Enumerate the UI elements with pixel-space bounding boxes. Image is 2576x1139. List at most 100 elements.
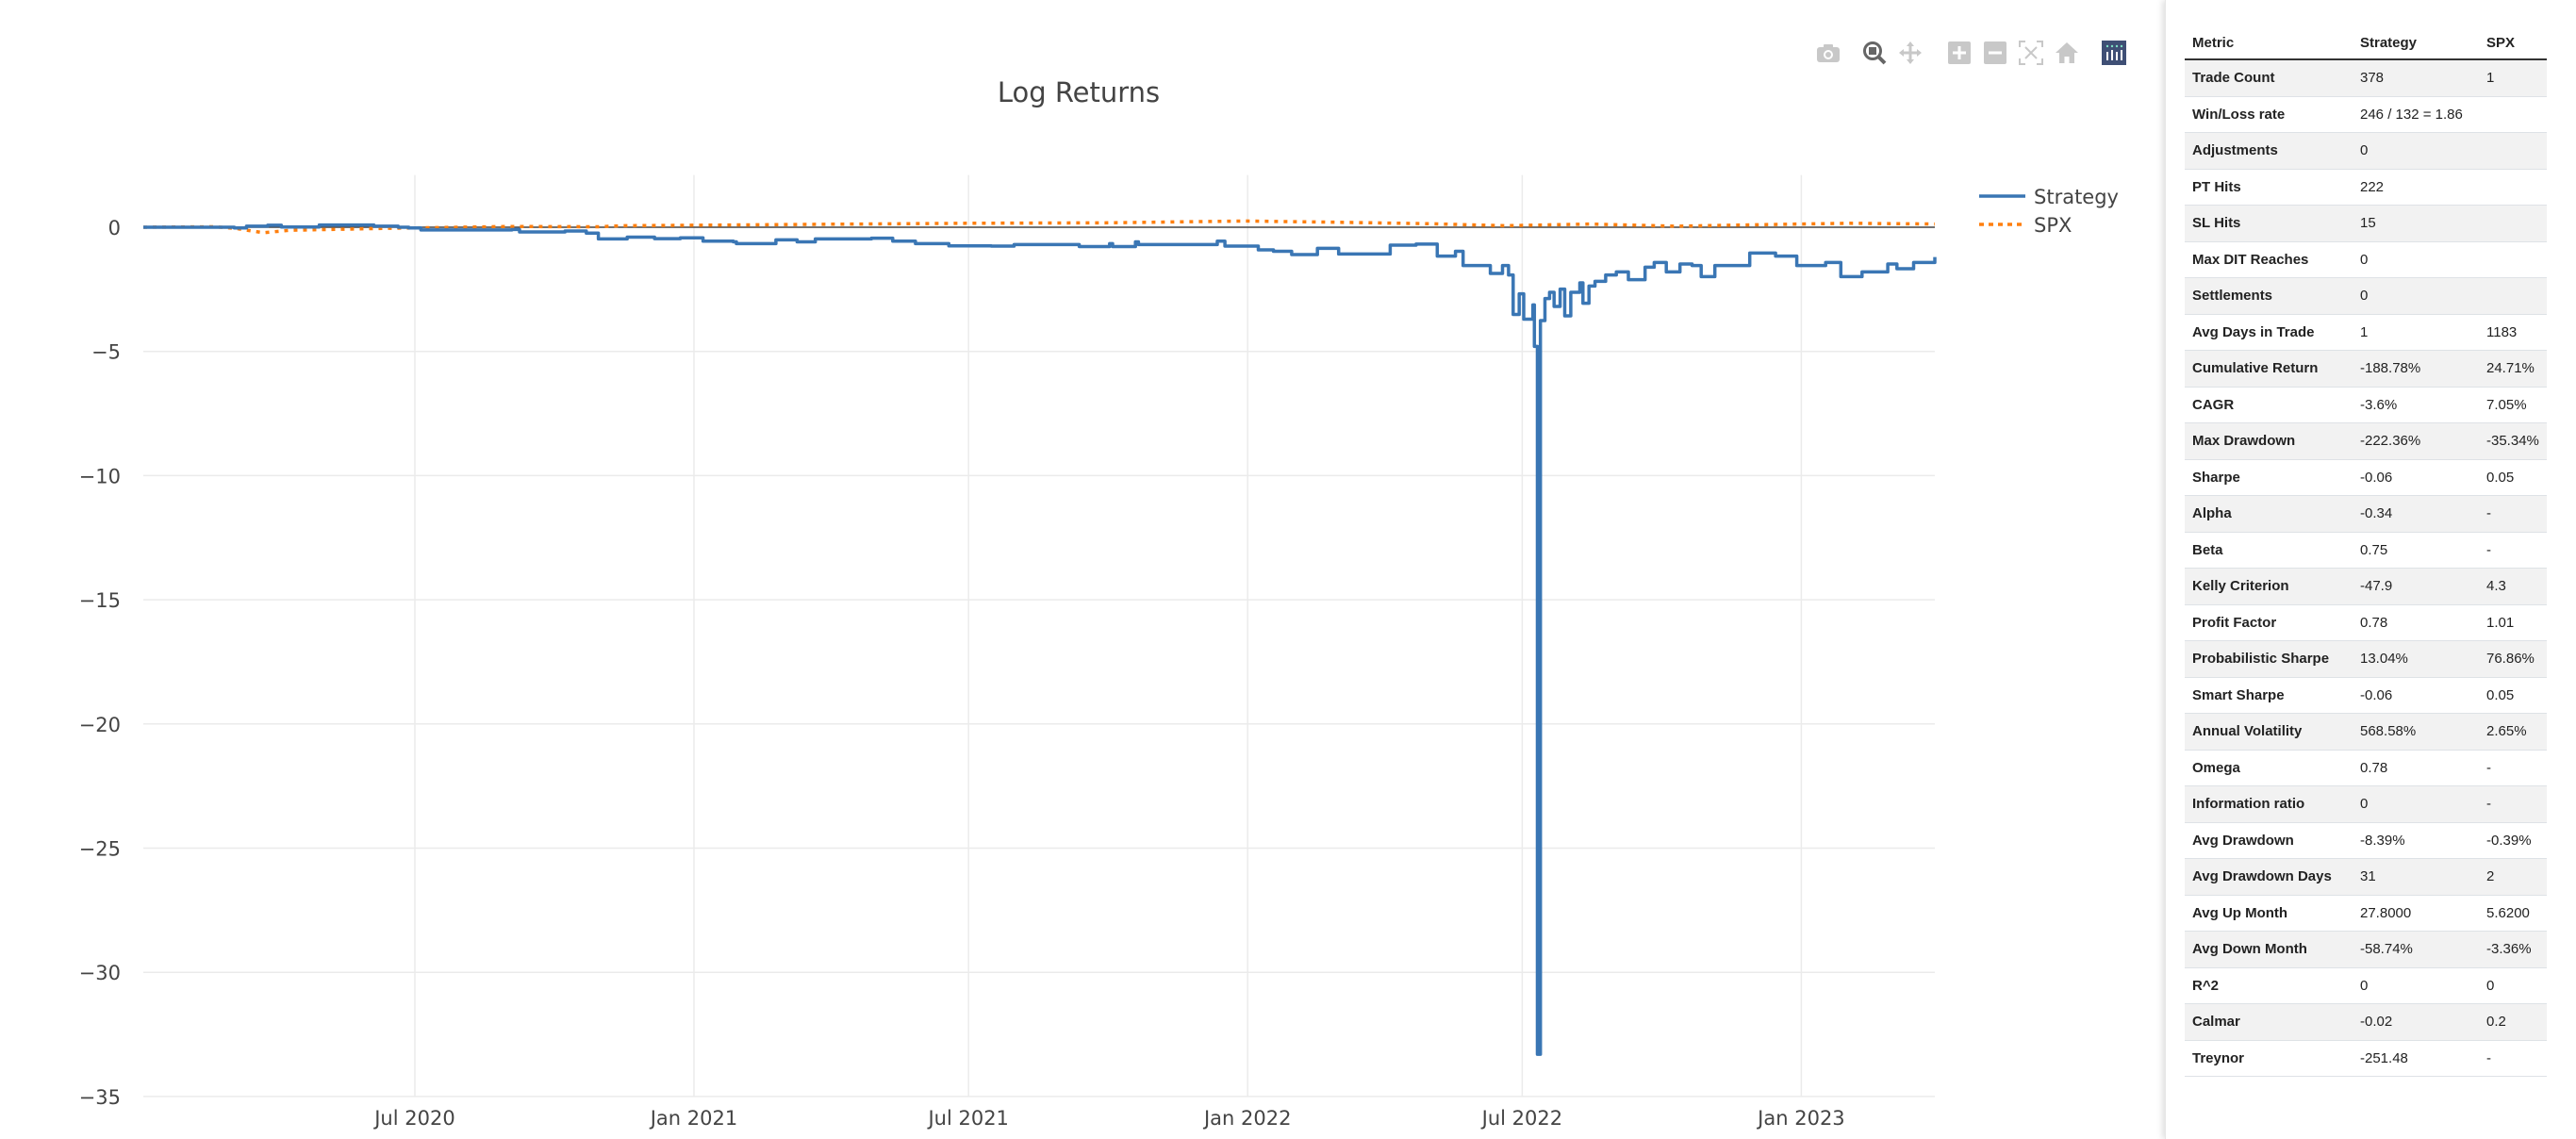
series-line-strategy[interactable] [143, 223, 1937, 1056]
x-tick-label: Jan 2021 [649, 1107, 738, 1130]
cell-spx: - [2479, 750, 2547, 786]
y-tick-label: −5 [91, 341, 121, 364]
cell-metric: Calmar [2185, 1003, 2353, 1041]
cell-spx: 1183 [2479, 314, 2547, 351]
cell-strategy: -47.9 [2353, 568, 2479, 605]
legend[interactable]: Strategy SPX [1979, 186, 2119, 237]
metrics-table: Metric Strategy SPX Trade Count 378 1 Win/L… [2185, 26, 2547, 1077]
table-row: Adjustments 0 [2185, 132, 2547, 170]
cell-strategy: -0.06 [2353, 677, 2479, 714]
y-tick-label: −30 [79, 962, 121, 984]
cell-spx: - [2479, 785, 2547, 823]
table-row: Smart Sharpe -0.06 0.05 [2185, 677, 2547, 714]
table-row: Avg Down Month -58.74% -3.36% [2185, 931, 2547, 968]
cell-spx: - [2479, 495, 2547, 533]
cell-spx: 76.86% [2479, 640, 2547, 678]
cell-spx: 2.65% [2479, 713, 2547, 751]
column-header-spx: SPX [2479, 26, 2547, 60]
y-tick-label: −20 [79, 714, 121, 736]
cell-metric: Win/Loss rate [2185, 96, 2353, 133]
zoom-icon[interactable] [1859, 38, 1890, 68]
cell-metric: Trade Count [2185, 59, 2353, 97]
cell-strategy: 0.75 [2353, 532, 2479, 569]
cell-metric: Avg Drawdown [2185, 822, 2353, 859]
cell-strategy: 378 [2353, 59, 2479, 97]
cell-strategy: -222.36% [2353, 422, 2479, 460]
cell-metric: Probabilistic Sharpe [2185, 640, 2353, 678]
cell-strategy: 0 [2353, 967, 2479, 1004]
home-icon[interactable] [2052, 38, 2082, 68]
cell-strategy: 0 [2353, 277, 2479, 315]
cell-spx [2479, 96, 2547, 133]
cell-spx: 0.2 [2479, 1003, 2547, 1041]
cell-strategy: 246 / 132 = 1.86 [2353, 96, 2479, 133]
cell-metric: Adjustments [2185, 132, 2353, 170]
cell-spx: 24.71% [2479, 350, 2547, 388]
cell-strategy: -188.78% [2353, 350, 2479, 388]
y-tick-label: −35 [79, 1086, 121, 1109]
cell-strategy: 568.58% [2353, 713, 2479, 751]
legend-item-strategy[interactable]: Strategy [1979, 186, 2119, 208]
cell-metric: Smart Sharpe [2185, 677, 2353, 714]
table-row: R^2 0 0 [2185, 967, 2547, 1004]
cell-metric: Cumulative Return [2185, 350, 2353, 388]
legend-item-spx[interactable]: SPX [1979, 214, 2072, 237]
table-row: Max Drawdown -222.36% -35.34% [2185, 422, 2547, 460]
table-row: Calmar -0.02 0.2 [2185, 1003, 2547, 1041]
cell-spx: 1.01 [2479, 604, 2547, 641]
cell-spx [2479, 277, 2547, 315]
table-row: CAGR -3.6% 7.05% [2185, 387, 2547, 423]
camera-icon[interactable] [1813, 38, 1843, 68]
cell-strategy: -3.6% [2353, 387, 2479, 423]
zoom-in-icon[interactable] [1944, 38, 1974, 68]
cell-spx: - [2479, 1040, 2547, 1077]
column-header-metric: Metric [2185, 26, 2353, 60]
table-row: Profit Factor 0.78 1.01 [2185, 604, 2547, 641]
cell-strategy: -58.74% [2353, 931, 2479, 968]
y-tick-label: −25 [79, 838, 121, 861]
table-row: Trade Count 378 1 [2185, 59, 2547, 97]
gridlines [143, 174, 1935, 1098]
cell-strategy: -0.06 [2353, 459, 2479, 496]
pan-icon[interactable] [1895, 38, 1925, 68]
tick-labels: Jul 2020 Jan 2021 Jul 2021 Jan 2022 Jul 2022… [79, 217, 1845, 1130]
cell-strategy: 0 [2353, 241, 2479, 278]
cell-strategy: 222 [2353, 169, 2479, 206]
cell-spx: 7.05% [2479, 387, 2547, 423]
cell-spx: 0.05 [2479, 677, 2547, 714]
table-row: Avg Up Month 27.8000 5.6200 [2185, 895, 2547, 932]
cell-spx: - [2479, 532, 2547, 569]
cell-strategy: 0.78 [2353, 604, 2479, 641]
plotly-logo-icon[interactable] [2099, 38, 2129, 68]
cell-strategy: 0 [2353, 132, 2479, 170]
cell-strategy: 15 [2353, 205, 2479, 242]
log-returns-chart[interactable]: Jul 2020 Jan 2021 Jul 2021 Jan 2022 Jul 2022… [0, 0, 2159, 1139]
table-row: Avg Days in Trade 1 1183 [2185, 314, 2547, 351]
table-row: Win/Loss rate 246 / 132 = 1.86 [2185, 96, 2547, 133]
cell-spx: 5.6200 [2479, 895, 2547, 932]
cell-spx: -3.36% [2479, 931, 2547, 968]
table-row: Avg Drawdown -8.39% -0.39% [2185, 822, 2547, 859]
table-row: Probabilistic Sharpe 13.04% 76.86% [2185, 640, 2547, 678]
autoscale-icon[interactable] [2016, 38, 2046, 68]
chart-title: Log Returns [998, 76, 1160, 108]
cell-metric: PT Hits [2185, 169, 2353, 206]
table-row: Sharpe -0.06 0.05 [2185, 459, 2547, 496]
metrics-panel: Metric Strategy SPX Trade Count 378 1 Win/L… [2165, 0, 2576, 1139]
table-row: Cumulative Return -188.78% 24.71% [2185, 350, 2547, 388]
cell-metric: Max Drawdown [2185, 422, 2353, 460]
cell-metric: Profit Factor [2185, 604, 2353, 641]
cell-strategy: -251.48 [2353, 1040, 2479, 1077]
chart-area: Jul 2020 Jan 2021 Jul 2021 Jan 2022 Jul 2022… [0, 0, 2159, 1139]
cell-strategy: -0.02 [2353, 1003, 2479, 1041]
cell-metric: CAGR [2185, 387, 2353, 423]
zoom-out-icon[interactable] [1980, 38, 2010, 68]
cell-metric: Beta [2185, 532, 2353, 569]
y-tick-label: −10 [79, 465, 121, 487]
y-tick-label: 0 [108, 217, 121, 239]
legend-label-strategy: Strategy [2034, 186, 2119, 208]
series-lines [142, 219, 1937, 1056]
series-line-spx[interactable] [142, 219, 1936, 235]
cell-metric: Avg Down Month [2185, 931, 2353, 968]
table-row: Kelly Criterion -47.9 4.3 [2185, 568, 2547, 605]
